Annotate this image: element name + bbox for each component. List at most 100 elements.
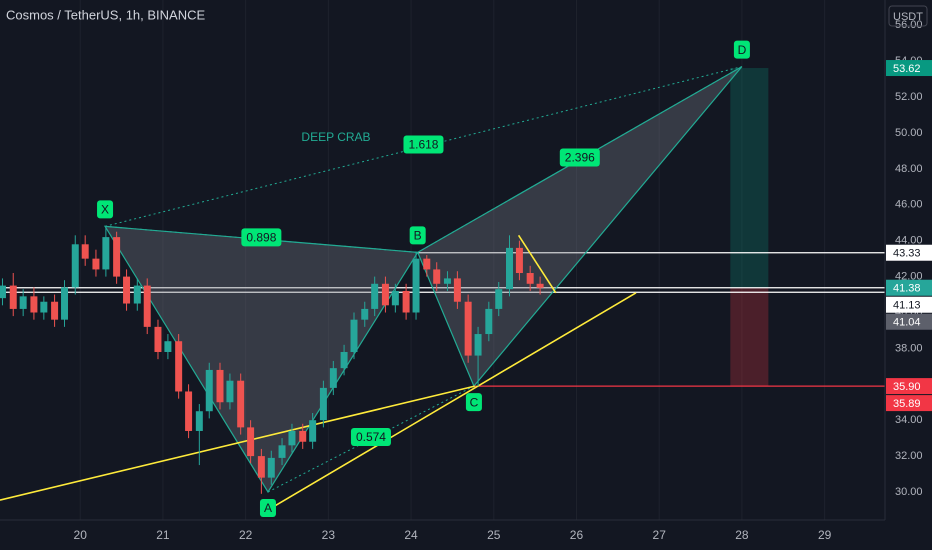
candle-body <box>515 247 523 274</box>
candle-body <box>361 308 369 320</box>
candle-body <box>237 380 245 428</box>
candle-body <box>195 411 203 431</box>
point-label: X <box>101 203 109 217</box>
candle-body <box>402 290 410 313</box>
candle-body <box>267 457 275 478</box>
y-tick-label: 32.00 <box>895 450 923 462</box>
candle-body <box>205 369 213 412</box>
candle-body <box>81 244 89 259</box>
x-tick-label: 27 <box>653 528 667 542</box>
candle-body <box>474 334 482 356</box>
x-tick-label: 25 <box>487 528 501 542</box>
candle-body <box>102 237 110 270</box>
candle-body <box>9 285 17 309</box>
candle-body <box>391 290 399 306</box>
candles <box>0 226 544 494</box>
price-label: 41.13 <box>893 300 921 312</box>
point-label-box <box>465 393 482 412</box>
candle-body <box>143 285 151 327</box>
candle-body <box>299 430 307 442</box>
candle-body <box>309 420 317 442</box>
price-label: 35.89 <box>893 398 921 410</box>
point-label-box <box>409 226 426 245</box>
candle-body <box>30 296 38 313</box>
candle-body <box>175 341 183 392</box>
point-label: A <box>264 501 272 515</box>
candle-body <box>40 301 48 313</box>
candle-body <box>381 283 389 306</box>
candle-body <box>247 427 255 457</box>
x-tick-label: 22 <box>239 528 253 542</box>
ratio-label-box <box>350 428 391 447</box>
target-zone <box>730 68 769 288</box>
x-tick-label: 29 <box>818 528 832 542</box>
x-tick-label: 26 <box>570 528 584 542</box>
axes: 30.0032.0034.0036.0038.0040.0042.0044.00… <box>74 19 932 542</box>
price-label-box <box>886 313 932 330</box>
candle-body <box>71 244 79 288</box>
chart-title: Cosmos / TetherUS, 1h, BINANCE <box>6 7 205 22</box>
y-tick-label: 34.00 <box>895 414 923 426</box>
price-label: 41.38 <box>893 283 921 295</box>
price-label-box <box>886 378 932 395</box>
candle-body <box>495 289 503 309</box>
candle-body <box>464 301 472 356</box>
candle-body <box>433 269 441 284</box>
candle-body <box>257 456 265 478</box>
price-label: 41.04 <box>893 317 921 329</box>
candle-body <box>506 247 513 290</box>
x-tick-label: 23 <box>322 528 336 542</box>
point-label-box <box>259 498 276 517</box>
candle-body <box>536 283 544 288</box>
price-label-box <box>886 296 932 313</box>
y-tick-label: 46.00 <box>895 199 923 211</box>
y-tick-label: 38.00 <box>895 342 923 354</box>
stop-zone <box>730 287 769 387</box>
ratio-label: 0.898 <box>246 231 276 245</box>
grid <box>79 0 826 520</box>
candle-body <box>443 278 451 284</box>
candle-body <box>329 368 337 388</box>
currency-box[interactable] <box>888 5 928 27</box>
y-tick-label: 48.00 <box>895 163 923 175</box>
point-label-box <box>733 40 750 59</box>
currency[interactable]: USDT <box>893 11 923 23</box>
ratio-label: 0.574 <box>356 430 386 444</box>
ratio-label-box <box>559 148 600 167</box>
trendline <box>0 385 475 501</box>
point-label: B <box>414 229 422 243</box>
ratio-label: 1.618 <box>408 138 438 152</box>
candle-body <box>526 273 534 284</box>
candle-body <box>0 285 6 299</box>
y-tick-label: 42.00 <box>895 271 923 283</box>
y-tick-label: 52.00 <box>895 91 923 103</box>
candle-body <box>485 308 493 335</box>
trendline <box>267 292 637 511</box>
candle-body <box>412 258 420 313</box>
candle-body <box>154 326 162 352</box>
candle-body <box>133 285 141 304</box>
candle-body <box>350 319 358 352</box>
candle-body <box>453 278 461 302</box>
candle-body <box>185 391 193 431</box>
y-tick-label: 56.00 <box>895 19 923 31</box>
x-tick-label: 21 <box>156 528 170 542</box>
candle-body <box>92 258 100 270</box>
annotations: X A B C D 0.898 0.574 1.618 2.396 <box>97 40 750 517</box>
candle-body <box>51 301 59 320</box>
candle-body <box>423 258 431 270</box>
x-tick-label: 28 <box>735 528 749 542</box>
y-tick-label: 44.00 <box>895 235 923 247</box>
x-tick-label: 24 <box>404 528 418 542</box>
candle-body <box>319 387 327 421</box>
ratio-label-box <box>403 135 444 154</box>
pattern-name: DEEP CRAB <box>301 130 370 144</box>
candle-body <box>226 380 234 403</box>
x-tick-label: 20 <box>74 528 88 542</box>
y-tick-label: 30.00 <box>895 486 923 498</box>
candle-body <box>288 430 296 446</box>
price-label-box <box>886 60 932 77</box>
